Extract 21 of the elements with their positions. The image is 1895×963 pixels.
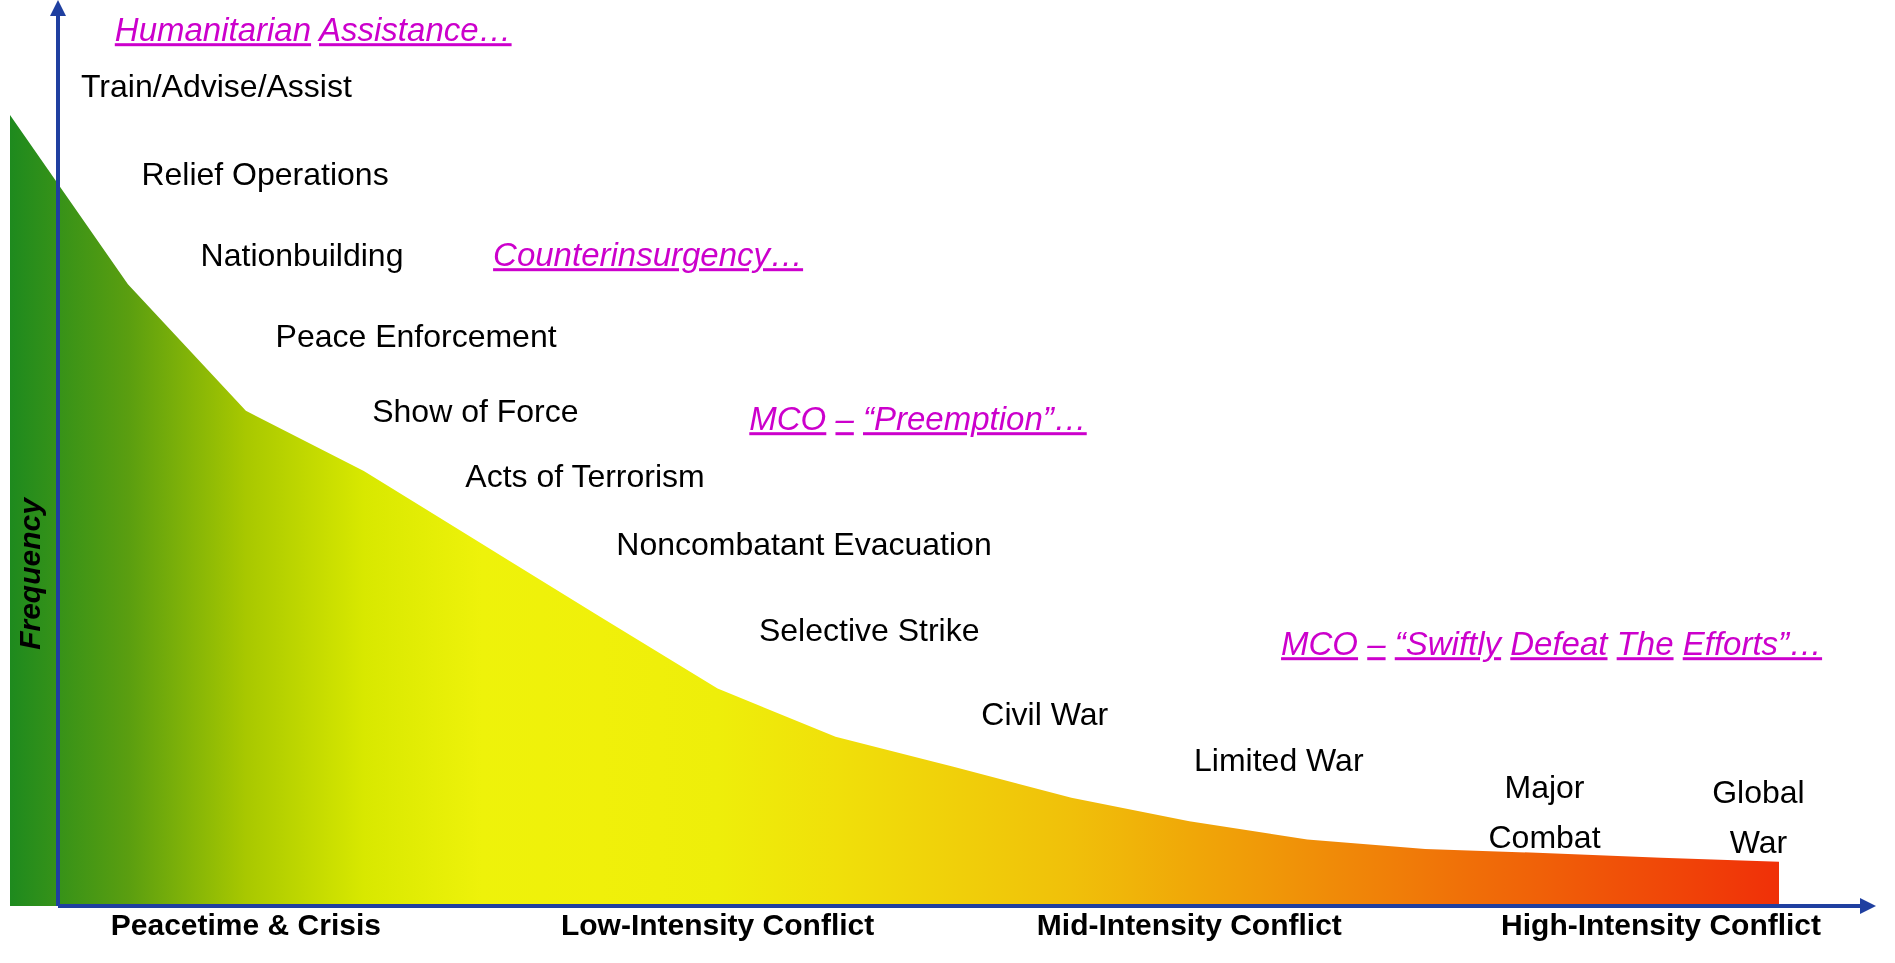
annotation: Selective Strike: [758, 611, 980, 648]
annotation: Global War: [1712, 773, 1805, 860]
x-tick-label: High-Intensity Conflict: [1501, 908, 1822, 942]
annotation: Acts of Terrorism: [465, 458, 705, 495]
annotation: Counterinsurgency…: [493, 236, 804, 274]
annotation: MCO – “Preemption”…: [749, 400, 1087, 438]
text: Train/Advise/Assist: [80, 67, 352, 104]
annotation: Show of Force: [372, 392, 579, 429]
annotation: Limited War: [1194, 742, 1364, 779]
annotation: Peace Enforcement: [275, 317, 557, 354]
y-axis-title: Frequency: [12, 496, 46, 650]
x-tick-label: Mid-Intensity Conflict: [1036, 908, 1342, 942]
x-tick-label: Peacetime & Crisis: [110, 908, 381, 942]
annotation: Noncombatant Evacuation: [616, 525, 992, 562]
annotation: MCO – “Swiftly Defeat The Efforts”…: [1281, 625, 1823, 663]
annotation: Nationbuilding: [200, 236, 404, 273]
text: Humanitarian Assistance…: [114, 11, 512, 49]
annotation: Civil War: [981, 696, 1109, 733]
annotation: Relief Operations: [141, 155, 389, 192]
x-tick-label: Low-Intensity Conflict: [560, 908, 875, 942]
annotation: Major Combat: [1488, 769, 1601, 856]
